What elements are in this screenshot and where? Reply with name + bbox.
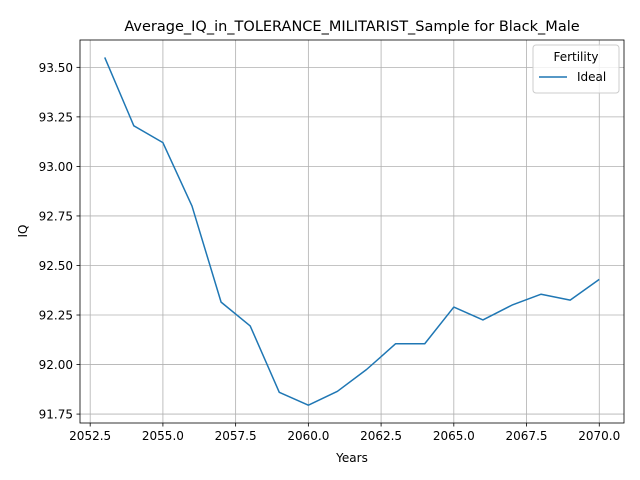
series-lines (104, 57, 600, 406)
legend-box (532, 44, 620, 94)
x-tick-label: 2070.0 (578, 429, 620, 443)
y-tick-label: 93.00 (39, 160, 73, 174)
y-tick-label: 92.50 (39, 259, 73, 273)
y-axis-label: IQ (16, 225, 30, 238)
y-tick-label: 92.25 (39, 309, 73, 323)
plot-area (79, 39, 625, 424)
y-tick-label: 93.25 (39, 110, 73, 124)
y-tick-label: 91.75 (39, 408, 73, 422)
x-tick-label: 2067.5 (506, 429, 548, 443)
grid (80, 40, 624, 423)
x-tick-label: 2055.0 (142, 429, 184, 443)
legend-label-ideal: Ideal (577, 70, 606, 84)
x-tick-label: 2062.5 (360, 429, 402, 443)
y-axis: 91.75 92.00 92.25 92.50 92.75 93.00 93.25 93.50 (39, 61, 80, 422)
y-tick-label: 93.50 (39, 61, 73, 75)
series-line-ideal (104, 57, 600, 406)
y-tick-label: 92.75 (39, 209, 73, 223)
x-axis-label: Years (335, 451, 368, 465)
legend-title: Fertility (553, 50, 598, 64)
legend: Fertility Ideal (532, 44, 620, 94)
x-tick-label: 2065.0 (433, 429, 475, 443)
chart-title: Average_IQ_in_TOLERANCE_MILITARIST_Sampl… (124, 19, 579, 35)
x-tick-label: 2057.5 (215, 429, 257, 443)
x-tick-label: 2052.5 (69, 429, 111, 443)
x-axis: 2052.5 2055.0 2057.5 2060.0 2062.5 2065.0 2067… (69, 423, 620, 443)
y-tick-label: 92.00 (39, 358, 73, 372)
x-tick-label: 2060.0 (287, 429, 329, 443)
